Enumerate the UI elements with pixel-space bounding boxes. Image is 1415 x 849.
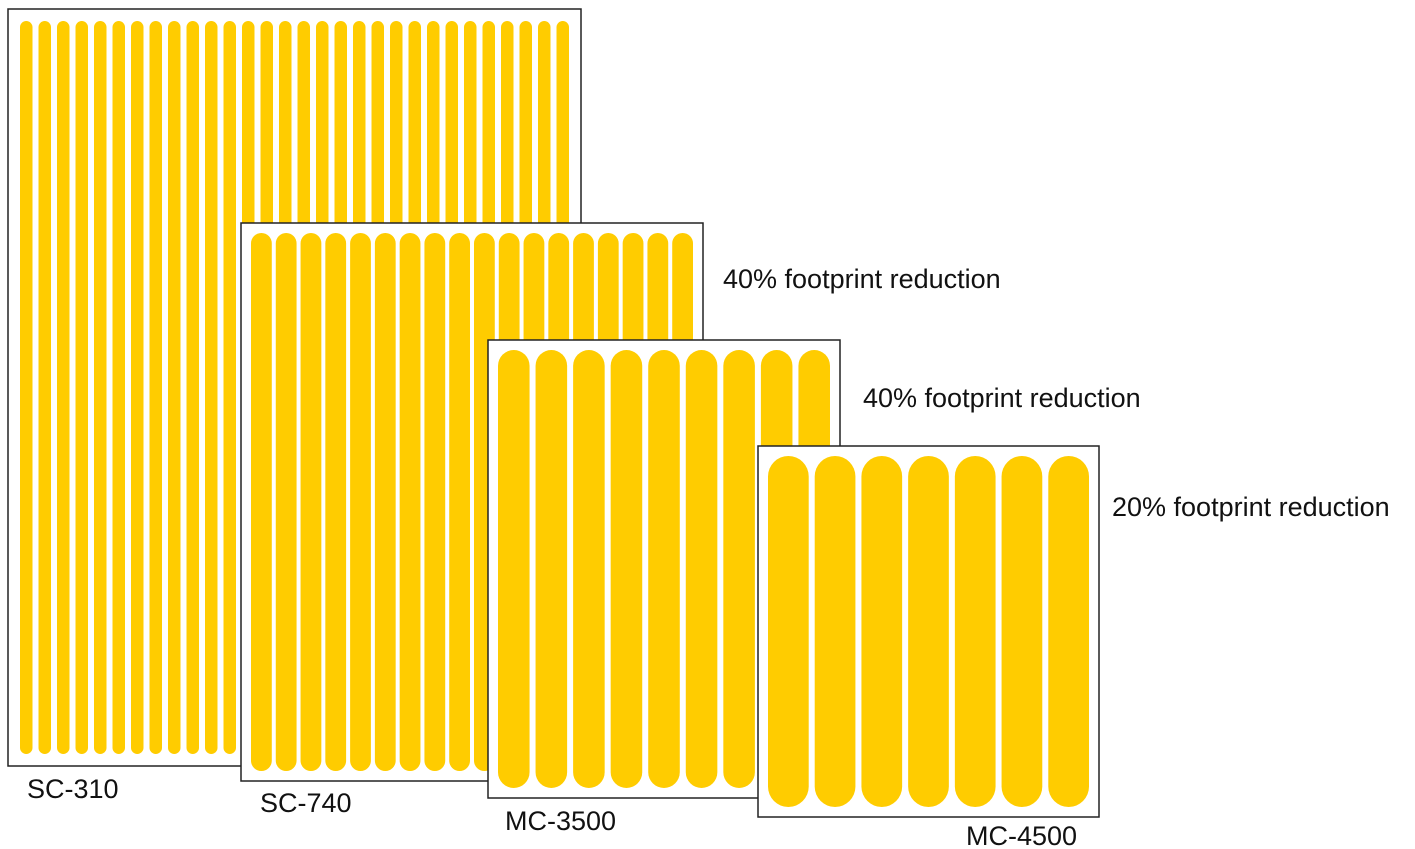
strip (149, 21, 162, 754)
strip (223, 21, 236, 754)
strip (75, 21, 88, 754)
strip (1001, 456, 1043, 807)
strip (399, 233, 421, 771)
panel-mc-4500 (757, 445, 1100, 818)
strip (205, 21, 218, 754)
panel-label-mc-4500: MC-4500 (966, 821, 1077, 849)
strip (908, 456, 949, 807)
strip (168, 21, 181, 754)
strip (449, 233, 470, 771)
strip (685, 350, 718, 788)
panel-label-sc-740: SC-740 (260, 788, 352, 818)
panel-label-sc-310: SC-310 (27, 774, 119, 804)
strip (814, 456, 856, 807)
strip (1048, 456, 1089, 807)
strip (251, 233, 272, 771)
strip (112, 21, 125, 754)
strip (573, 350, 605, 788)
strip (954, 456, 996, 807)
strip (186, 21, 199, 754)
strip (498, 350, 530, 788)
strip (861, 456, 903, 807)
strip (648, 350, 680, 788)
reduction-label-mc-4500: 20% footprint reduction (1112, 492, 1390, 522)
strip (57, 21, 70, 754)
strip (350, 233, 371, 771)
strip (424, 233, 446, 771)
strip (768, 456, 809, 807)
reduction-label-mc-3500: 40% footprint reduction (863, 383, 1141, 413)
strip (535, 350, 568, 788)
reduction-label-sc-740: 40% footprint reduction (723, 264, 1001, 294)
strip (38, 21, 51, 754)
strip (300, 233, 322, 771)
strip (325, 233, 347, 771)
strip (610, 350, 643, 788)
strip (20, 21, 33, 754)
strip (723, 350, 755, 788)
strip (94, 21, 107, 754)
panel-label-mc-3500: MC-3500 (505, 806, 616, 836)
strip (275, 233, 297, 771)
strip (374, 233, 396, 771)
panel-mc-3500 (487, 339, 841, 799)
strip (131, 21, 144, 754)
